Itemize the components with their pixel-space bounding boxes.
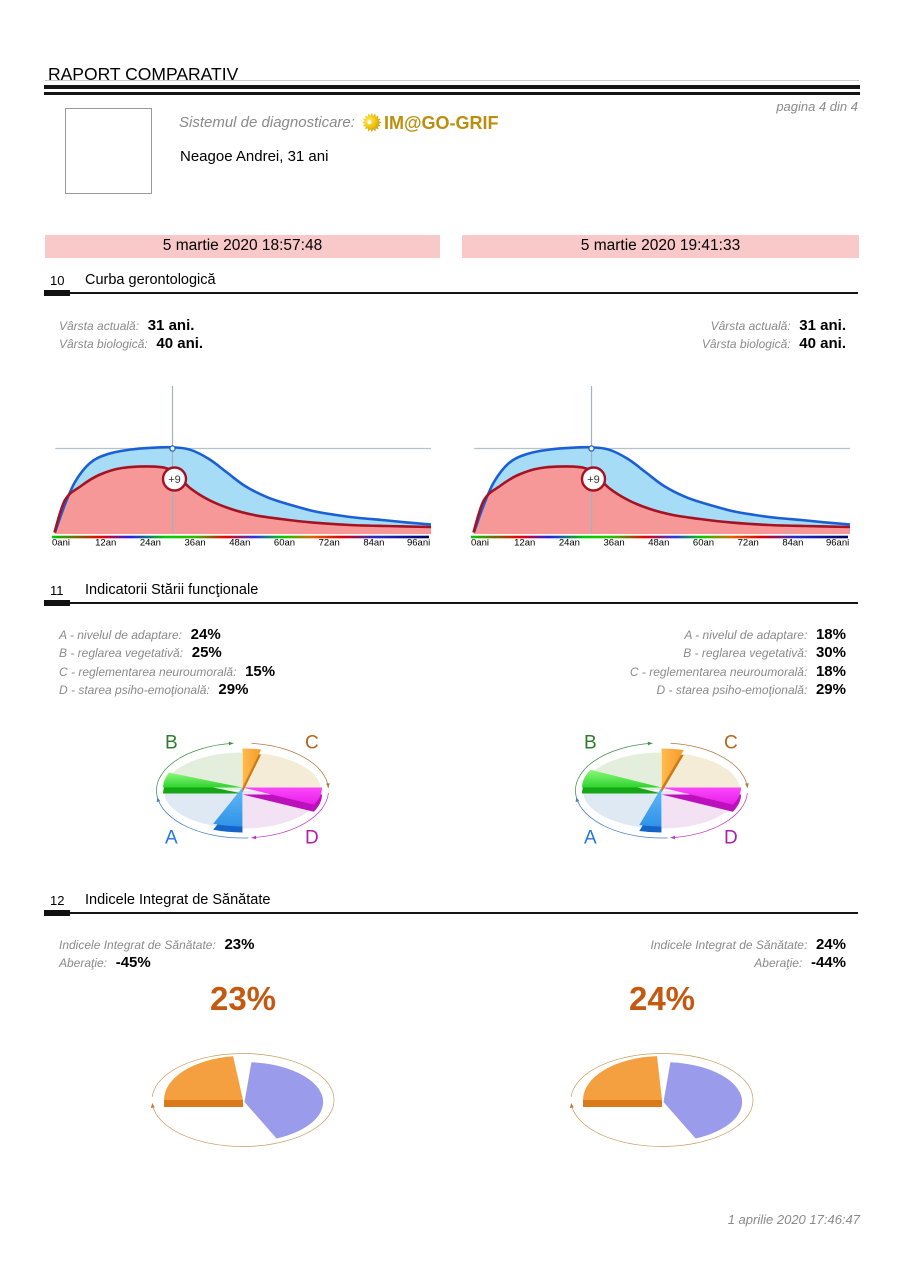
svg-text:72an: 72an (738, 538, 759, 549)
svg-text:A: A (165, 828, 178, 849)
svg-text:D: D (305, 828, 319, 849)
svg-text:D: D (724, 828, 738, 849)
svg-text:0ani: 0ani (52, 538, 70, 549)
svg-text:84an: 84an (782, 538, 803, 549)
svg-text:60an: 60an (693, 538, 714, 549)
svg-text:96ani: 96ani (826, 538, 849, 549)
svg-text:C: C (724, 733, 738, 754)
svg-text:72an: 72an (319, 538, 340, 549)
svg-text:12an: 12an (514, 538, 535, 549)
svg-text:84an: 84an (363, 538, 384, 549)
svg-text:48an: 48an (648, 538, 669, 549)
svg-text:12an: 12an (95, 538, 116, 549)
svg-text:24an: 24an (140, 538, 161, 549)
svg-text:C: C (305, 733, 319, 754)
svg-text:36an: 36an (604, 538, 625, 549)
svg-text:36an: 36an (185, 538, 206, 549)
svg-text:B: B (584, 733, 597, 754)
svg-text:A: A (584, 828, 597, 849)
svg-text:B: B (165, 733, 178, 754)
svg-text:48an: 48an (229, 538, 250, 549)
svg-text:+9: +9 (168, 474, 181, 486)
svg-text:60an: 60an (274, 538, 295, 549)
svg-text:24an: 24an (559, 538, 580, 549)
svg-text:0ani: 0ani (471, 538, 489, 549)
svg-text:96ani: 96ani (407, 538, 430, 549)
svg-text:+9: +9 (587, 474, 600, 486)
